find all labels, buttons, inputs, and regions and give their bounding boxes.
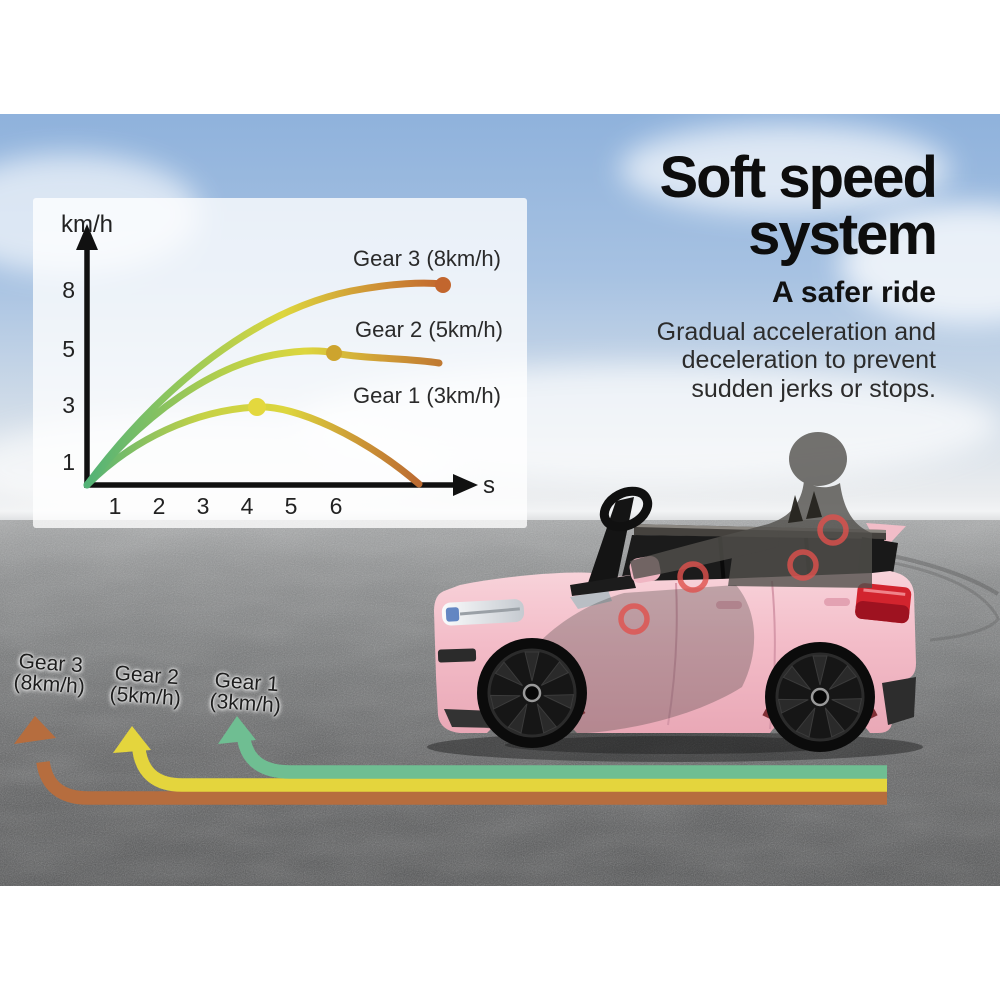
hair-tuft [788, 491, 822, 523]
steering-wheel [599, 486, 653, 532]
door-seam [667, 582, 678, 726]
speed-chart: km/h s 8 5 3 1 1 2 3 4 5 6 Gear 3 (8km/h… [61, 211, 503, 519]
gear2-marker [326, 345, 342, 361]
highlight-ring-icon [677, 561, 709, 593]
gear1-curve-label: Gear 1 (3km/h) [353, 383, 501, 408]
title-line-1: Soft speed [659, 145, 939, 210]
x-tick-3: 3 [197, 493, 210, 519]
front-intake [437, 648, 477, 663]
gear2-arrow-tail [132, 748, 887, 792]
y-axis-arrow-icon [76, 224, 98, 250]
y-tick-3: 3 [62, 392, 75, 418]
description-text: Gradual acceleration and deceleration to… [657, 318, 936, 404]
gear1-curve [83, 403, 423, 489]
subtitle: A safer ride [772, 275, 936, 309]
headline-block: Soft speed system A safer ride Gradual a… [657, 145, 939, 404]
x-tick-1: 1 [109, 493, 122, 519]
dashboard [570, 575, 636, 596]
gear2-label: Gear 2 (5km/h) [95, 662, 198, 711]
gear2-arrowhead-icon [113, 726, 151, 753]
x-tick-2: 2 [153, 493, 166, 519]
gear1-arrowhead-icon [218, 716, 256, 744]
description-line-2: deceleration to prevent [681, 346, 936, 375]
highlight-ring-icon [787, 549, 819, 581]
speed-chart-panel: km/h s 8 5 3 1 1 2 3 4 5 6 Gear 3 (8km/h… [33, 198, 527, 528]
page-title: Soft speed system [657, 145, 939, 267]
ride-on-car-photo [427, 432, 923, 762]
x-axis-unit-label: s [483, 472, 495, 499]
y-axis-unit-label: km/h [61, 211, 113, 238]
gear3-arrow-tail [36, 760, 887, 805]
gear1-arrow-tail [237, 738, 887, 779]
gear3-arrowhead-icon [14, 716, 56, 744]
gear3-curve [83, 279, 445, 489]
cloud [620, 124, 950, 214]
y-tick-5: 5 [62, 336, 75, 362]
fender-vent [570, 590, 612, 609]
child-silhouette [630, 432, 872, 588]
x-tick-6: 6 [330, 493, 343, 519]
gear3-marker [435, 277, 451, 293]
gear1-marker [248, 398, 266, 416]
y-tick-1: 1 [62, 449, 75, 475]
gear-arrows [14, 716, 887, 805]
x-axis-arrow-icon [453, 474, 478, 496]
x-tick-5: 5 [285, 493, 298, 519]
gear1-label: Gear 1 (3km/h) [195, 669, 298, 718]
highlight-rings [618, 514, 849, 635]
y-tick-8: 8 [62, 277, 75, 303]
gear2-curve-label: Gear 2 (5km/h) [355, 317, 503, 342]
windshield-frame [588, 497, 634, 585]
headlight [441, 599, 525, 626]
description-line-1: Gradual acceleration and [656, 317, 936, 346]
x-tick-4: 4 [241, 493, 254, 519]
car-shadow-core [505, 736, 845, 754]
gear2-curve [83, 347, 443, 489]
highlight-ring-icon [817, 514, 849, 546]
highlight-ring-icon [618, 603, 650, 635]
gear3-curve-label: Gear 3 (8km/h) [353, 246, 501, 271]
door-handle [716, 601, 742, 609]
tail-light [855, 583, 912, 624]
door-handle [824, 598, 850, 606]
gear3-label: Gear 3 (8km/h) [0, 650, 101, 699]
rear-bumper [882, 677, 916, 725]
title-line-2: system [748, 201, 938, 267]
description-line-3: sudden jerks or stops. [691, 374, 936, 403]
